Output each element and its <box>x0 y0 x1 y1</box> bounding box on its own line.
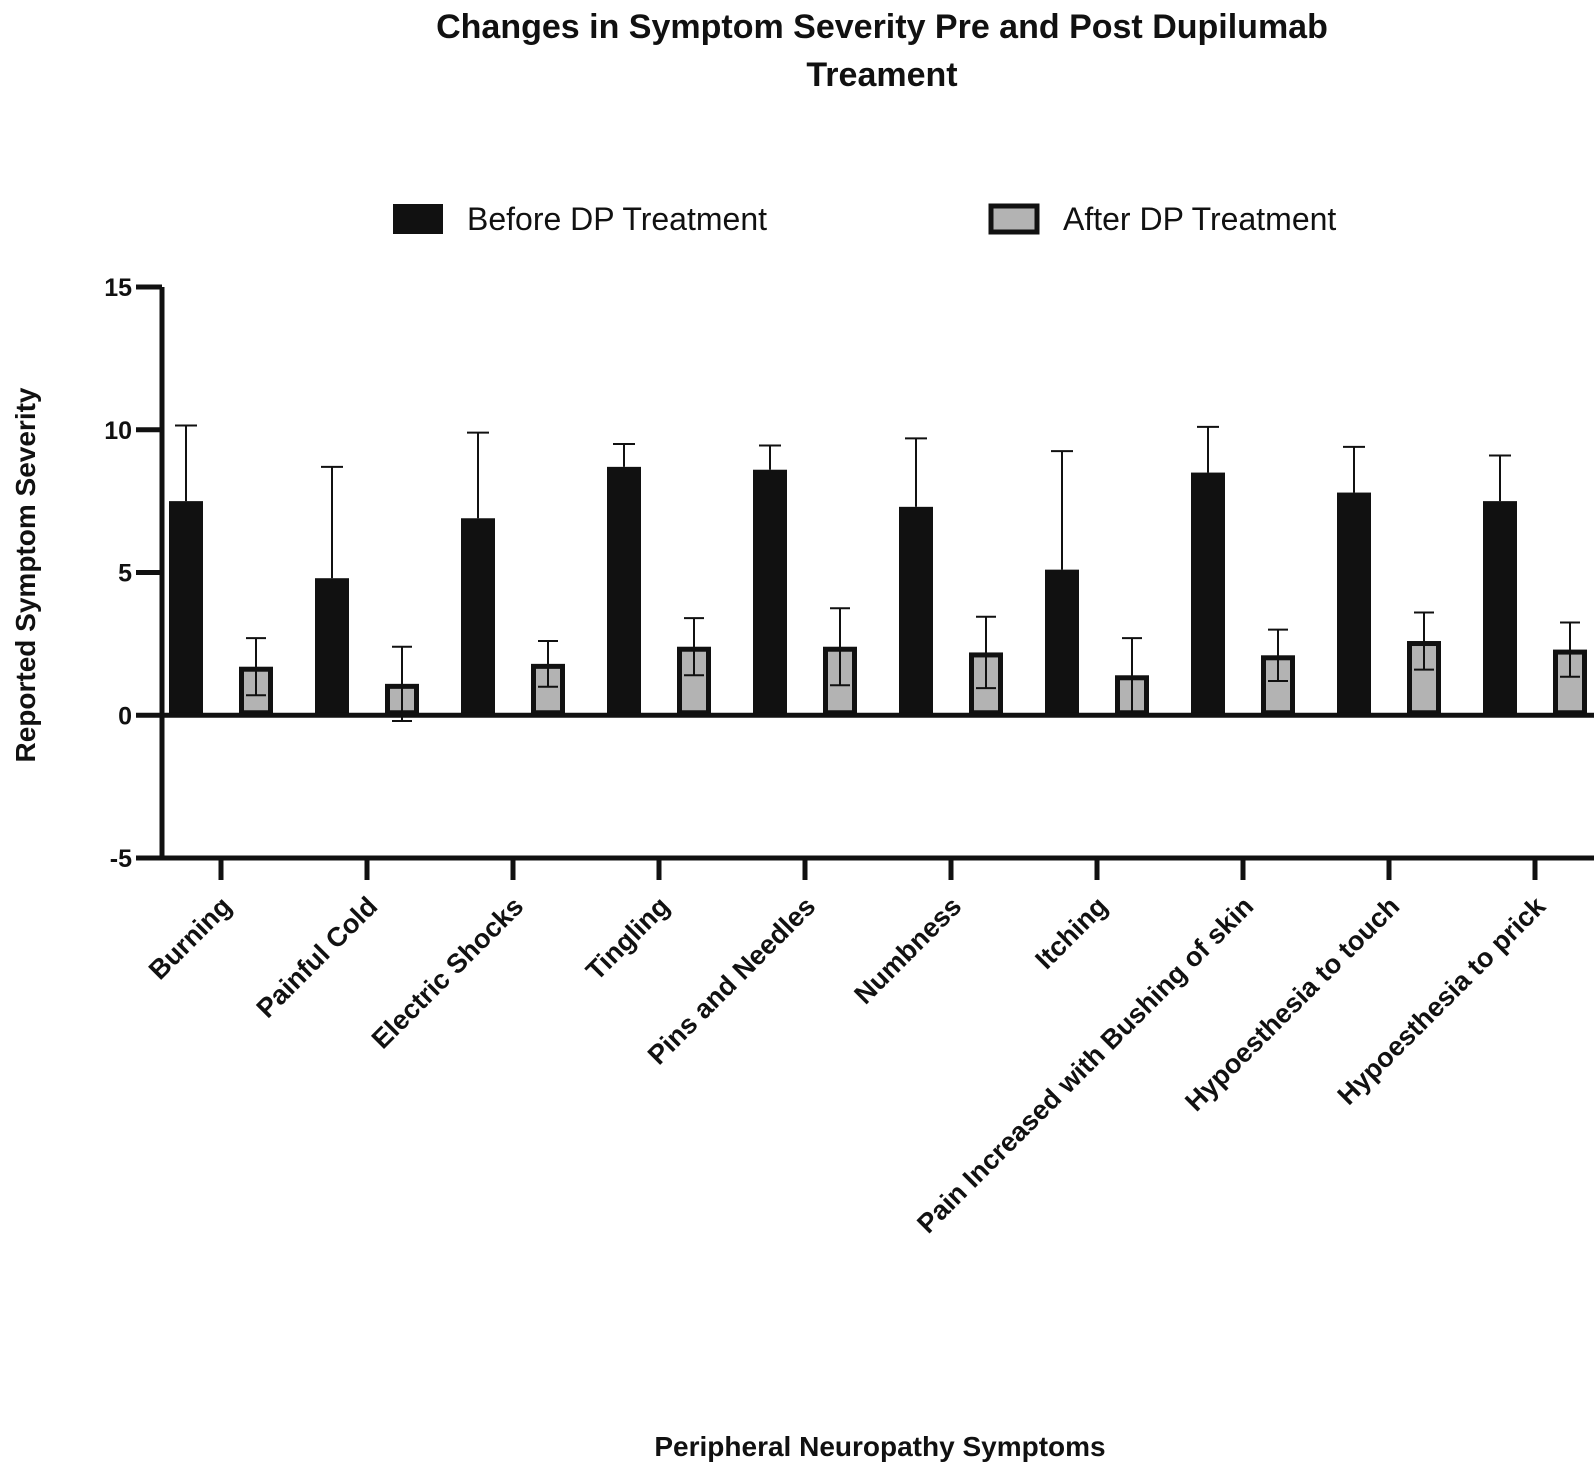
legend-label-before: Before DP Treatment <box>467 201 767 237</box>
x-tick-label-6: Itching <box>1029 891 1113 975</box>
x-tick-label-7: Pain Increased with Bushing of skin <box>911 891 1259 1239</box>
bar-before-2 <box>461 518 495 716</box>
bar-before-0 <box>169 501 203 716</box>
bar-before-4 <box>753 469 787 716</box>
bar-before-6 <box>1045 569 1079 716</box>
legend-swatch-after <box>988 203 1040 235</box>
chart-title-line-1: Changes in Symptom Severity Pre and Post… <box>436 8 1328 46</box>
y-tick-label-4: -5 <box>110 845 132 873</box>
x-tick-label-5: Numbness <box>848 891 967 1010</box>
x-tick-label-0: Burning <box>143 891 237 985</box>
bar-before-8 <box>1337 492 1371 716</box>
bar-before-1 <box>315 578 349 716</box>
x-tick-label-1: Painful Cold <box>251 891 384 1024</box>
chart-title-line-2: Treament <box>806 56 957 94</box>
legend: Before DP Treatment After DP Treatment <box>393 201 1336 237</box>
bar-before-7 <box>1191 472 1225 716</box>
y-tick-label-1: 10 <box>104 417 132 445</box>
x-axis-title: Peripheral Neuropathy Symptoms <box>654 1431 1105 1462</box>
bar-before-5 <box>899 506 933 716</box>
legend-label-after: After DP Treatment <box>1063 201 1336 237</box>
bar-before-9 <box>1483 501 1517 716</box>
y-tick-label-0: 15 <box>104 274 132 302</box>
bar-before-3 <box>607 466 641 716</box>
x-tick-label-3: Tingling <box>580 891 675 986</box>
y-tick-label-3: 0 <box>118 702 132 730</box>
y-axis-title: Reported Symptom Severity <box>10 387 41 762</box>
y-tick-label-2: 5 <box>118 560 132 588</box>
legend-swatch-before <box>393 204 443 234</box>
x-tick-label-2: Electric Shocks <box>366 891 529 1054</box>
